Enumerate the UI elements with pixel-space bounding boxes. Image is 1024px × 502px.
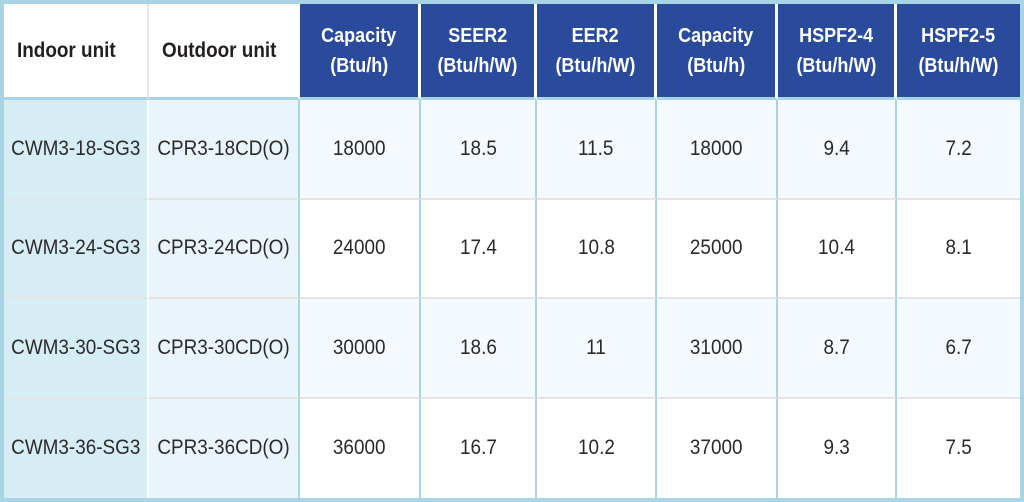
cell-eer2: 10.2 [537,398,657,498]
cell-capacity-cooling: 30000 [300,299,421,399]
cell-value: 7.5 [945,436,972,460]
cell-hspf2-5: 7.2 [897,100,1020,200]
col-header-unit: (Btu/h/W) [555,54,636,77]
cell-hspf2-5: 7.5 [897,398,1020,498]
cell-value: 18.5 [459,136,497,160]
cell-eer2: 11.5 [537,100,657,200]
cell-capacity-cooling: 18000 [300,100,421,200]
col-header-label: EER2 [571,24,620,47]
cell-indoor-unit: CWM3-18-SG3 [4,100,149,200]
col-header-label: Indoor unit [17,38,116,62]
col-header-outdoor-unit: Outdoor unit [149,4,300,100]
col-header-capacity-cooling: Capacity (Btu/h) [300,4,421,100]
col-header-label: HSPF2-4 [798,24,874,47]
cell-outdoor-unit: CPR3-24CD(O) [149,199,300,299]
cell-seer2: 16.7 [421,398,537,498]
cell-indoor-unit: CWM3-24-SG3 [4,199,149,299]
cell-value: 25000 [690,236,743,260]
cell-seer2: 18.5 [421,100,537,200]
cell-value: 10.2 [577,436,615,460]
cell-value: CWM3-30-SG3 [10,335,141,359]
cell-hspf2-4: 9.4 [778,100,897,200]
cell-hspf2-5: 6.7 [897,299,1020,399]
cell-value: 10.4 [818,236,855,260]
cell-value: 10.8 [577,236,615,260]
cell-seer2: 17.4 [421,199,537,299]
cell-outdoor-unit: CPR3-18CD(O) [149,100,300,200]
cell-value: 11.5 [578,136,614,160]
cell-seer2: 18.6 [421,299,537,399]
cell-eer2: 11 [537,299,657,399]
cell-value: CWM3-36-SG3 [10,436,141,460]
col-header-label: HSPF2-5 [921,24,996,47]
cell-value: 6.7 [945,335,972,359]
cell-value: 30000 [333,335,386,359]
cell-capacity-heating: 37000 [657,398,778,498]
cell-eer2: 10.8 [537,199,657,299]
cell-indoor-unit: CWM3-36-SG3 [4,398,149,498]
cell-value: 36000 [333,436,386,460]
cell-indoor-unit: CWM3-30-SG3 [4,299,149,399]
col-header-unit: (Btu/h/W) [796,54,876,77]
cell-hspf2-4: 10.4 [778,199,897,299]
col-header-capacity-heating: Capacity (Btu/h) [657,4,778,100]
cell-value: CPR3-24CD(O) [157,236,290,260]
col-header-unit: (Btu/h) [687,54,745,77]
cell-value: 9.4 [823,136,850,160]
cell-value: 7.2 [945,136,972,160]
cell-value: CPR3-18CD(O) [157,136,290,160]
col-header-unit: (Btu/h) [330,54,388,77]
cell-capacity-cooling: 24000 [300,199,421,299]
cell-value: 8.7 [823,335,850,359]
cell-capacity-heating: 31000 [657,299,778,399]
col-header-hspf2-5: HSPF2-5 (Btu/h/W) [897,4,1020,100]
cell-value: 17.4 [459,236,497,260]
col-header-eer2: EER2 (Btu/h/W) [537,4,657,100]
cell-value: CWM3-18-SG3 [10,136,141,160]
col-header-label: SEER2 [447,24,508,47]
cell-value: 18.6 [459,335,497,359]
col-header-label: Capacity [678,24,754,47]
col-header-seer2: SEER2 (Btu/h/W) [421,4,537,100]
col-header-label: Outdoor unit [162,38,277,62]
cell-hspf2-4: 9.3 [778,398,897,498]
cell-value: 18000 [690,136,743,160]
cell-capacity-cooling: 36000 [300,398,421,498]
col-header-unit: (Btu/h/W) [918,54,999,77]
col-header-hspf2-4: HSPF2-4 (Btu/h/W) [778,4,897,100]
col-header-unit: (Btu/h/W) [437,54,518,77]
cell-value: 11 [586,335,606,359]
cell-hspf2-5: 8.1 [897,199,1020,299]
cell-value: 24000 [333,236,386,260]
cell-value: CPR3-36CD(O) [157,436,290,460]
cell-value: 37000 [690,436,743,460]
cell-outdoor-unit: CPR3-30CD(O) [149,299,300,399]
cell-value: CWM3-24-SG3 [10,236,141,260]
cell-value: 31000 [690,335,743,359]
cell-value: CPR3-30CD(O) [157,335,290,359]
spec-table-grid: Indoor unit Outdoor unit Capacity (Btu/h… [4,4,1020,498]
cell-capacity-heating: 25000 [657,199,778,299]
cell-value: 18000 [333,136,386,160]
cell-value: 16.7 [459,436,497,460]
col-header-label: Capacity [321,24,397,47]
cell-value: 8.1 [945,236,972,260]
cell-value: 9.3 [823,436,850,460]
cell-hspf2-4: 8.7 [778,299,897,399]
cell-capacity-heating: 18000 [657,100,778,200]
cell-outdoor-unit: CPR3-36CD(O) [149,398,300,498]
col-header-indoor-unit: Indoor unit [4,4,149,100]
